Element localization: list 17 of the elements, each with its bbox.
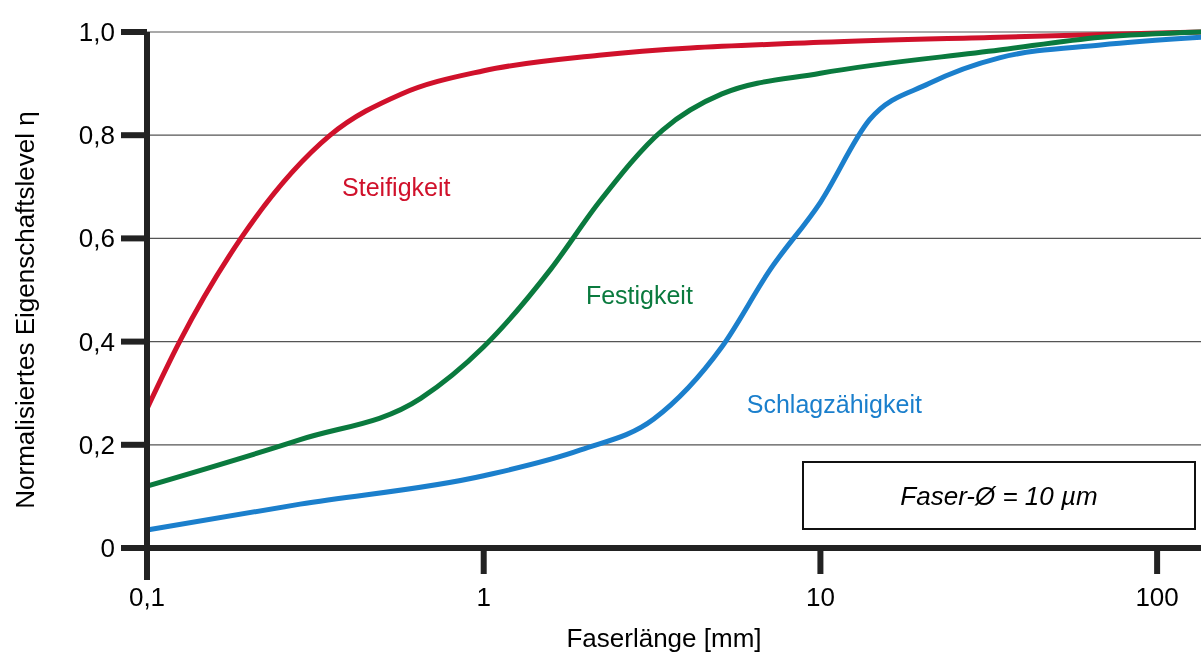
y-tick-label: 0 — [100, 533, 115, 563]
series-label: Schlagzähigkeit — [746, 389, 922, 418]
y-axis-title: Normalisiertes Eigenschaftslevel η — [10, 111, 40, 509]
x-axis-title: Faserlänge [mm] — [566, 623, 762, 653]
y-tick-label: 0,8 — [78, 120, 115, 151]
y-tick-label: 0,6 — [78, 223, 115, 254]
series-label: Steifigkeit — [342, 172, 451, 201]
y-tick-label: 0,2 — [78, 429, 115, 460]
note-box: Faser-Ø = 10 µm — [802, 461, 1196, 530]
annotation: Faser-Ø = 10 µm — [900, 481, 1098, 511]
series-label: Festigkeit — [585, 281, 693, 310]
x-tick-label: 1 — [476, 582, 491, 612]
x-tick-label: 0,1 — [128, 582, 166, 612]
x-tick-label: 100 — [1135, 582, 1179, 612]
x-tick-label: 10 — [805, 582, 835, 612]
y-tick-label: 0,4 — [78, 326, 115, 357]
y-tick-label: 1,0 — [78, 17, 115, 47]
